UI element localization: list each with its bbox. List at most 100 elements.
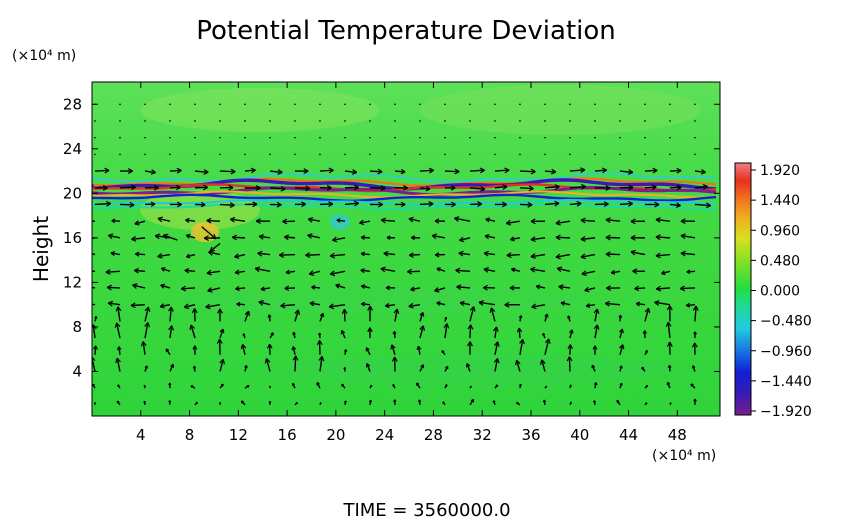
wind-vector-head [383, 250, 389, 257]
wind-vector [206, 270, 221, 274]
wind-vector [510, 237, 521, 241]
wind-vector-head [168, 382, 172, 386]
wind-vector-head [679, 285, 686, 292]
wind-vector [330, 253, 346, 257]
wind-vector-head [244, 365, 248, 369]
wind-vector-head [619, 365, 623, 369]
wind-vector [655, 218, 671, 222]
wind-vector [319, 103, 321, 106]
wind-vector [409, 253, 421, 257]
wind-vector-head [185, 253, 191, 259]
wind-vector [94, 202, 111, 206]
wind-vector-head [436, 301, 441, 306]
wind-vector-head [467, 341, 473, 347]
wind-vector [244, 136, 246, 139]
wind-vector-head [680, 233, 686, 240]
wind-vector [219, 103, 221, 106]
wind-vector [506, 220, 521, 225]
x-tick-label: 44 [619, 426, 638, 444]
wind-vector-head [416, 345, 422, 351]
wind-vector [544, 153, 546, 156]
wind-vector-head [192, 365, 197, 369]
wind-vector-head [107, 300, 114, 307]
wind-vector [369, 103, 371, 106]
wind-vector-head [644, 307, 651, 314]
wind-vector [134, 269, 146, 272]
wind-vector-head [252, 201, 258, 208]
wind-vector [332, 237, 346, 242]
wind-vector-head [528, 185, 534, 192]
wind-vector [294, 120, 296, 122]
wind-vector-head [244, 310, 250, 317]
wind-vector [201, 226, 217, 240]
wind-vector [619, 136, 621, 139]
wind-vector-head [482, 284, 488, 291]
wind-vector-head [627, 200, 633, 207]
wind-vector-head [530, 266, 536, 273]
wind-vector-head [504, 301, 510, 308]
wind-vector [269, 120, 271, 122]
wind-vector-head [377, 168, 383, 175]
wind-vector-head [492, 400, 496, 403]
wind-vector-head [450, 185, 456, 191]
x-axis: 4 8 12 16 20 24 28 32 36 40 44 48 [136, 82, 687, 444]
wind-vector-head [143, 384, 146, 387]
wind-vector-head [236, 301, 241, 307]
wind-vector [161, 267, 171, 272]
wind-vector-head [140, 341, 147, 347]
wind-vector [444, 170, 460, 173]
wind-vector [619, 328, 624, 339]
wind-vector [157, 253, 171, 258]
wind-vector-head [210, 233, 217, 240]
wind-vector [319, 356, 323, 372]
wind-vector-head [176, 201, 182, 208]
wind-vector [669, 103, 671, 106]
wind-vector-head [645, 349, 648, 353]
wind-vector-head [255, 184, 261, 191]
wind-vector [594, 169, 607, 172]
wind-vector [344, 153, 346, 156]
wind-vector [519, 339, 524, 355]
wind-vector [644, 120, 646, 122]
wind-vector-head [115, 306, 122, 312]
wind-vector [169, 169, 182, 172]
wind-vector-head [132, 283, 138, 289]
wind-vector [207, 287, 221, 292]
wind-vector [169, 153, 171, 156]
wind-vector [444, 120, 446, 122]
wind-vector [619, 202, 633, 206]
wind-vector [644, 153, 646, 156]
wind-vector-head [370, 384, 373, 387]
wind-vector-head [627, 169, 634, 175]
wind-vector [163, 234, 178, 241]
wind-vector-head [258, 234, 265, 240]
wind-vector-head [581, 270, 587, 277]
wind-vector-head [605, 251, 611, 258]
y-tick-label: 8 [72, 318, 82, 336]
wind-vector [244, 310, 250, 322]
wind-vector [494, 136, 496, 139]
wind-vector-head [509, 285, 515, 291]
wind-vector [244, 153, 246, 156]
wind-vector-head [292, 355, 299, 361]
wind-vector [205, 303, 221, 308]
wind-vector [92, 252, 96, 256]
wind-vector-head [680, 218, 686, 225]
wind-vector [360, 269, 371, 272]
wind-vector-head [580, 253, 586, 260]
wind-vector-head [443, 323, 450, 329]
wind-vector [568, 356, 571, 372]
wind-vector [269, 153, 271, 156]
y-tick-label: 4 [72, 362, 82, 380]
wind-vector [569, 185, 586, 189]
wind-vector [265, 358, 271, 372]
wind-vector-head [535, 284, 541, 290]
wind-vector [419, 312, 424, 322]
wind-vector-head [420, 364, 425, 369]
wind-vector-head [580, 217, 586, 224]
anomaly-band [92, 203, 716, 210]
wind-vector-head [307, 233, 313, 239]
wind-vector [519, 103, 521, 106]
wind-vector-head [580, 183, 587, 190]
wind-vector [419, 103, 421, 106]
